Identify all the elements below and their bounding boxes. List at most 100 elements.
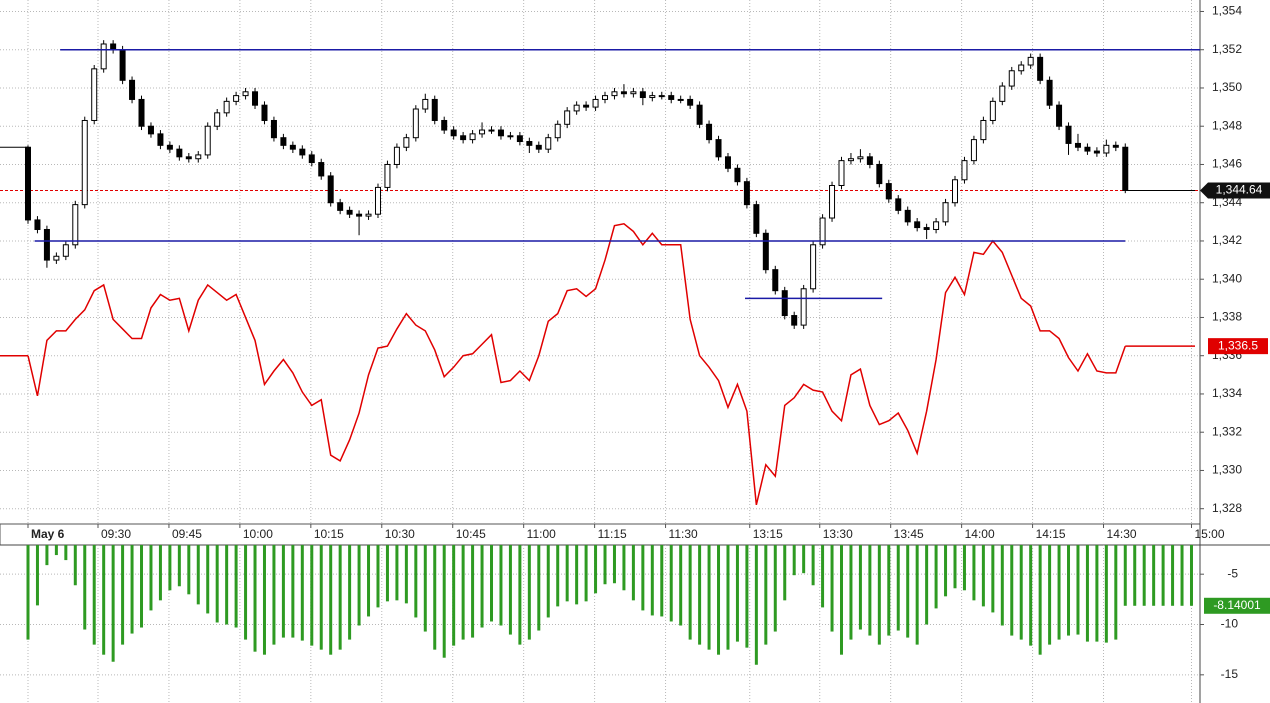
x-tick-label: 09:30 — [101, 527, 131, 541]
x-tick-label: 10:30 — [385, 527, 415, 541]
histogram-bar — [1048, 545, 1052, 645]
histogram-bar — [206, 545, 210, 614]
histogram-bar — [896, 545, 900, 631]
y-tick-label: 1,354 — [1212, 4, 1242, 18]
candle-body — [554, 123, 561, 139]
candle-body — [743, 181, 750, 206]
histogram-bar — [395, 545, 399, 601]
x-tick-label: 13:45 — [894, 527, 924, 541]
candle-body — [630, 91, 637, 95]
histogram-bar — [594, 545, 598, 594]
histogram-bar — [556, 545, 560, 607]
candle-body — [422, 98, 429, 110]
histogram-bar — [754, 545, 758, 665]
histogram-bar — [1180, 545, 1184, 606]
y-tick-label: -5 — [1227, 566, 1238, 580]
histogram-bar — [783, 545, 787, 601]
candle-body — [762, 232, 769, 271]
histogram-bar — [688, 545, 692, 640]
candle-body — [961, 160, 968, 181]
candle-body — [119, 49, 126, 81]
histogram-bar — [887, 545, 891, 636]
histogram-bar — [1029, 545, 1033, 646]
candle-body — [110, 43, 117, 51]
x-tick-label: 10:00 — [243, 527, 273, 541]
candle-body — [34, 219, 41, 230]
histogram-bar — [849, 545, 853, 640]
candle-body — [933, 221, 940, 230]
histogram-bar — [338, 545, 342, 650]
candle-body — [1122, 146, 1129, 191]
candle-body — [829, 185, 836, 219]
candle-body — [753, 204, 760, 234]
histogram-bar — [669, 545, 673, 622]
y-tick-label: 1,346 — [1212, 157, 1242, 171]
candle-body — [441, 119, 448, 131]
candle-body — [356, 213, 363, 217]
x-tick-label: 14:15 — [1036, 527, 1066, 541]
histogram-bar — [35, 545, 39, 606]
candle-body — [724, 156, 731, 169]
candle-body — [62, 244, 69, 257]
candle-body — [942, 202, 949, 223]
candle-body — [715, 139, 722, 158]
y-tick-label: 1,328 — [1212, 501, 1242, 515]
candle-body — [1037, 56, 1044, 81]
histogram-bar — [102, 545, 106, 655]
histogram-bar — [291, 545, 295, 638]
candle-body — [980, 119, 987, 141]
histogram-bar — [480, 545, 484, 628]
histogram-bar — [26, 545, 30, 640]
histogram-bar — [253, 545, 257, 652]
candle-body — [242, 91, 249, 97]
candle-body — [166, 144, 173, 150]
histogram-bar — [433, 545, 437, 650]
candle-body — [573, 104, 580, 112]
histogram-bar — [508, 545, 512, 635]
histogram-bar — [196, 545, 200, 605]
candle-body — [1018, 64, 1025, 72]
candle-body — [252, 91, 259, 106]
histogram-bar — [272, 545, 276, 645]
candle-body — [479, 129, 486, 135]
candle-body — [176, 148, 183, 158]
histogram-bar — [177, 545, 181, 587]
histogram-bar — [215, 545, 219, 623]
histogram-bar — [234, 545, 238, 628]
histogram-bar — [792, 545, 796, 576]
histogram-bar — [527, 545, 531, 640]
candle-body — [100, 43, 107, 70]
candle-body — [374, 186, 381, 215]
histogram-bar — [1114, 545, 1118, 640]
candle-body — [214, 112, 221, 127]
candle-body — [592, 98, 599, 108]
histogram-bar — [717, 545, 721, 655]
candle-body — [914, 221, 921, 229]
candle-body — [299, 148, 306, 156]
histogram-bar — [1142, 545, 1146, 606]
candle-body — [639, 91, 646, 99]
candle-body — [81, 119, 88, 206]
candle-body — [129, 79, 136, 100]
histogram-bar — [868, 545, 872, 636]
candle-body — [526, 141, 533, 146]
histogram-bar — [944, 545, 948, 597]
candle-body — [564, 110, 571, 125]
candle-body — [261, 104, 268, 121]
candle-body — [611, 91, 618, 97]
histogram-bar — [830, 545, 834, 632]
candle-body — [1027, 56, 1034, 66]
candle-body — [545, 137, 552, 150]
candle-body — [800, 288, 807, 326]
histogram-bar — [357, 545, 361, 626]
histogram-bar — [281, 545, 285, 638]
histogram-bar — [773, 545, 777, 632]
candle-body — [838, 160, 845, 187]
histogram-bar — [348, 545, 352, 640]
candle-body — [952, 179, 959, 204]
line-series — [27, 222, 1126, 506]
candle-body — [1065, 125, 1072, 144]
candle-body — [876, 163, 883, 185]
histogram-bar — [310, 545, 314, 646]
